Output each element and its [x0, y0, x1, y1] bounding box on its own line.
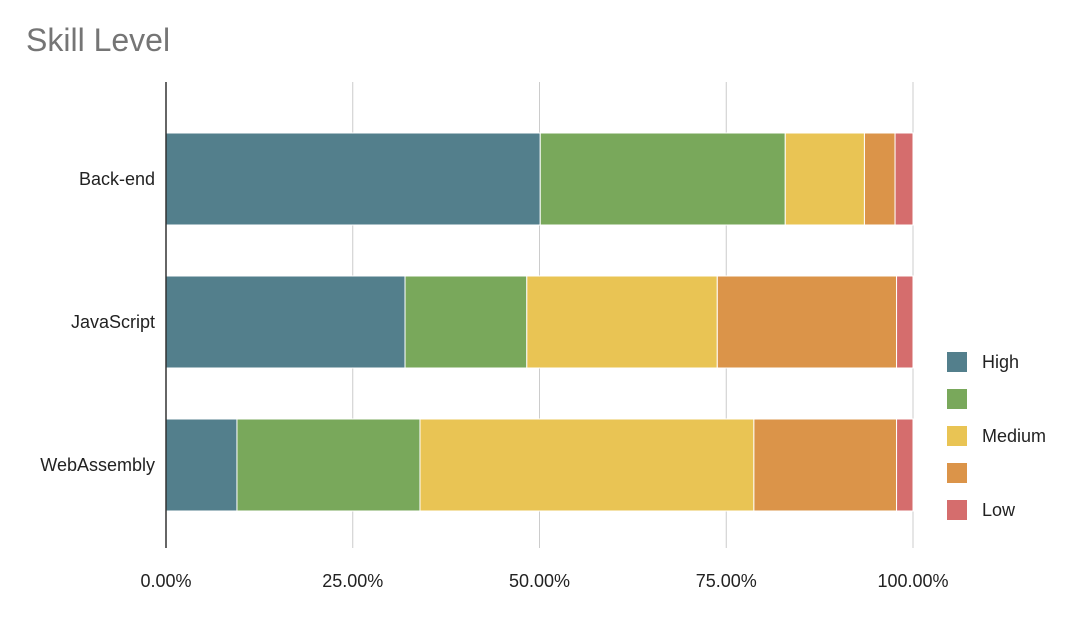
legend-label: Medium	[982, 426, 1046, 446]
x-axis-ticks: 0.00% 25.00% 50.00% 75.00% 100.00%	[140, 571, 948, 591]
chart-title: Skill Level	[26, 22, 171, 58]
bar-segment	[165, 418, 238, 512]
x-tick-label: 25.00%	[322, 571, 383, 591]
x-tick-label: 50.00%	[509, 571, 570, 591]
legend-swatch	[947, 463, 967, 483]
x-tick-label: 0.00%	[140, 571, 191, 591]
bar-segment	[716, 275, 898, 369]
category-label: WebAssembly	[40, 455, 155, 475]
legend-label: Low	[982, 500, 1016, 520]
bar-segment	[165, 132, 541, 226]
bar-segment	[419, 418, 755, 512]
x-tick-label: 100.00%	[877, 571, 948, 591]
x-tick-label: 75.00%	[696, 571, 757, 591]
bars	[165, 132, 914, 512]
bar-segment	[863, 132, 896, 226]
bar-segment	[236, 418, 421, 512]
bar-segment	[896, 275, 914, 369]
bar-segment	[896, 418, 914, 512]
legend-swatch	[947, 389, 967, 409]
category-label: JavaScript	[71, 312, 155, 332]
bar-segment	[894, 132, 914, 226]
legend-swatch	[947, 426, 967, 446]
legend: High Medium Low	[947, 352, 1046, 520]
bar-segment	[404, 275, 528, 369]
bar-segment	[784, 132, 865, 226]
category-label: Back-end	[79, 169, 155, 189]
legend-swatch	[947, 352, 967, 372]
bar-segment	[165, 275, 406, 369]
legend-swatch	[947, 500, 967, 520]
bar-segment	[753, 418, 898, 512]
bar-segment	[526, 275, 718, 369]
legend-label: High	[982, 352, 1019, 372]
category-labels: Back-end JavaScript WebAssembly	[40, 169, 155, 475]
bar-segment	[539, 132, 786, 226]
